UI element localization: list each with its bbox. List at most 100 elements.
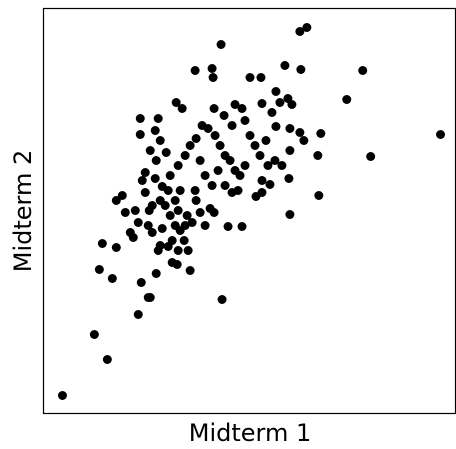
point [233,186,243,195]
point [182,211,192,220]
point [284,174,294,183]
point [165,211,175,220]
point [280,61,290,70]
point [145,293,155,302]
point [200,221,210,230]
point [117,191,127,200]
point [257,99,267,108]
point [210,131,220,140]
point [195,208,205,217]
point [250,141,260,150]
point [120,208,130,217]
point [217,295,227,304]
point [436,130,446,139]
point [225,156,235,165]
point [358,66,368,75]
point [216,40,226,49]
point [235,171,245,180]
point [136,278,146,287]
point [255,151,265,160]
point [180,221,190,230]
point [170,196,180,205]
point [140,168,150,177]
point [200,171,210,180]
point [223,222,233,231]
point [107,274,117,283]
point [155,196,165,205]
point [187,218,197,227]
point [102,355,112,364]
point [130,206,140,215]
point [195,156,205,165]
point [285,146,295,155]
point [157,224,167,233]
point [220,181,230,190]
point [173,161,183,170]
point [185,141,195,150]
point [342,95,352,104]
point [299,136,309,145]
point [147,228,157,237]
point [180,151,190,160]
point [270,156,280,165]
point [175,186,185,195]
point [153,114,163,123]
point [271,122,281,131]
point [161,148,171,157]
point [295,128,305,137]
point [133,310,143,319]
point [190,66,200,75]
point [285,124,295,133]
point [366,152,376,161]
point [245,73,255,82]
point [185,266,195,275]
point [287,100,297,109]
point [237,104,247,113]
point [207,181,217,190]
point [57,391,67,400]
point [240,116,250,125]
point [261,136,271,145]
point [177,104,187,113]
point [94,265,104,274]
plot-frame [42,7,456,415]
point [227,121,237,130]
point [89,330,99,339]
point [167,236,177,245]
point [209,208,219,217]
point [203,124,213,133]
point [302,23,312,32]
point [207,64,217,73]
point [316,129,326,138]
y-axis-label: Midterm 2 [9,150,37,273]
point [271,87,281,96]
point [97,239,107,248]
x-axis-label: Midterm 1 [189,419,312,445]
point [173,246,183,255]
point [237,222,247,231]
point [135,130,145,139]
point [155,136,165,145]
point [179,236,189,245]
point [313,151,323,160]
point [172,260,182,269]
point [111,196,121,205]
point [257,176,267,185]
point [137,176,147,185]
point [295,27,305,36]
point [145,146,155,155]
point [143,221,153,230]
point [219,111,229,120]
point [155,241,165,250]
point [209,104,219,113]
point [263,161,273,170]
point [208,73,218,82]
point [111,243,121,252]
point [191,134,201,143]
point [173,206,183,215]
point [163,186,173,195]
point [257,188,267,197]
point [183,246,193,255]
point [128,233,138,242]
